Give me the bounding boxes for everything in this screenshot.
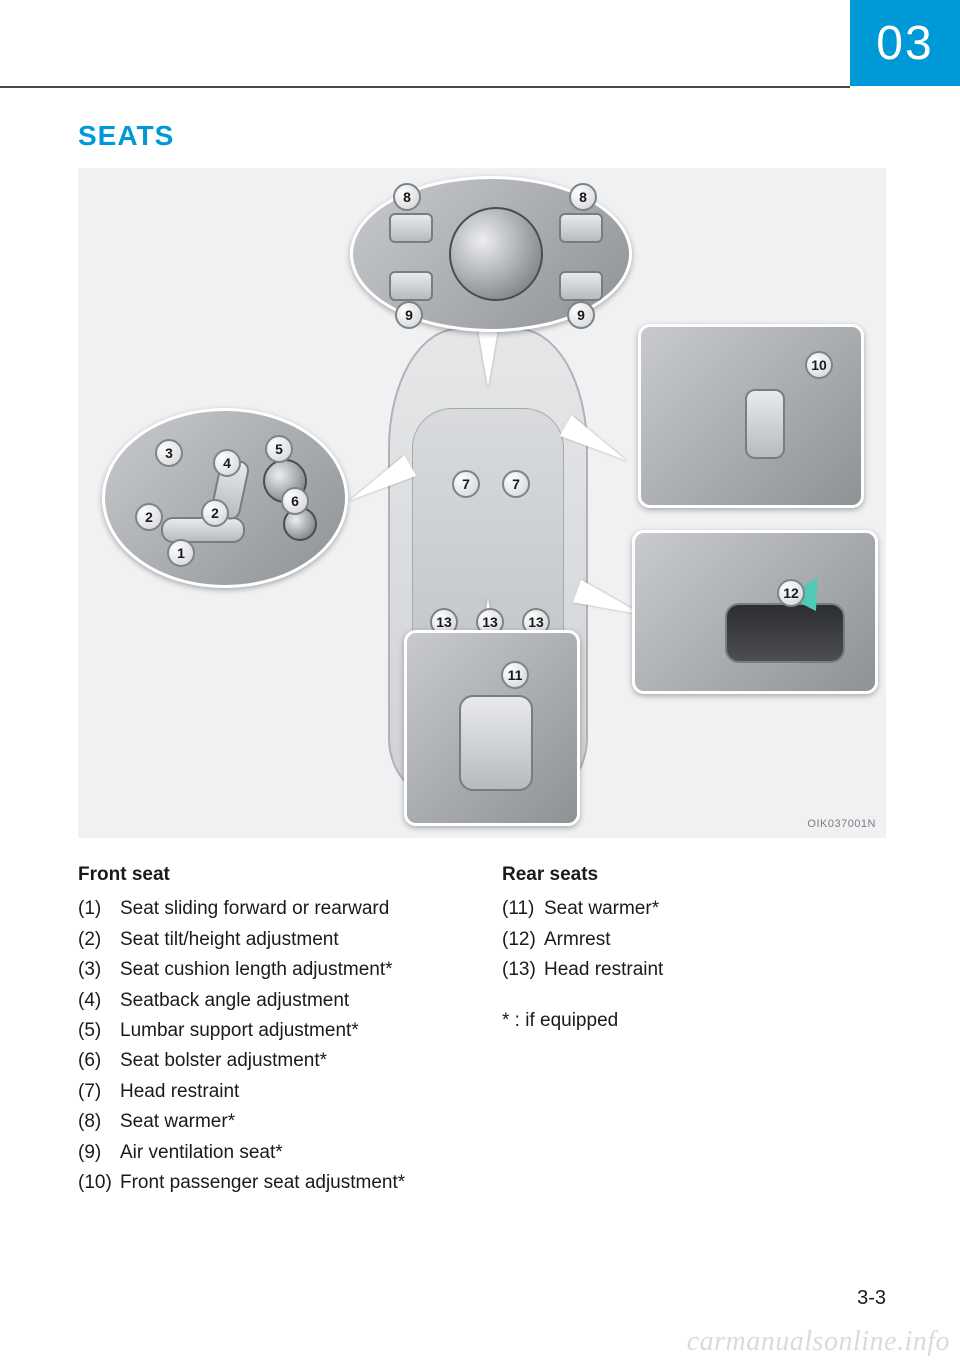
seat-vent-left — [389, 271, 433, 301]
section-title: SEATS — [78, 120, 886, 152]
item-text: Seat bolster adjustment* — [120, 1046, 327, 1076]
callout-5: 5 — [265, 435, 293, 463]
callout-8-left: 8 — [393, 183, 421, 211]
callout-11: 11 — [501, 661, 529, 689]
armrest-cupholder — [725, 603, 845, 663]
figure-code: OIK037001N — [807, 818, 876, 830]
callout-12: 12 — [777, 579, 805, 607]
inset-rear-console: 11 — [404, 630, 580, 826]
callout-10: 10 — [805, 351, 833, 379]
item-text: Armrest — [544, 925, 611, 955]
watermark: carmanualsonline.info — [687, 1326, 950, 1358]
inset-armrest: 12 — [632, 530, 878, 694]
callout-8-right: 8 — [569, 183, 597, 211]
list-item: (13)Head restraint — [502, 955, 886, 985]
item-text: Seat sliding forward or rearward — [120, 894, 389, 924]
list-item: (8)Seat warmer* — [78, 1107, 462, 1137]
item-number: (6) — [78, 1046, 120, 1076]
callout-7-right: 7 — [502, 470, 530, 498]
rear-seat-heading: Rear seats — [502, 860, 886, 890]
item-text: Seat cushion length adjustment* — [120, 955, 393, 985]
list-item: (5)Lumbar support adjustment* — [78, 1016, 462, 1046]
item-number: (5) — [78, 1016, 120, 1046]
item-text: Lumbar support adjustment* — [120, 1016, 359, 1046]
item-text: Front passenger seat adjustment* — [120, 1168, 405, 1198]
item-number: (2) — [78, 925, 120, 955]
seat-vent-right — [559, 271, 603, 301]
callout-2b: 2 — [201, 499, 229, 527]
item-number: (8) — [78, 1107, 120, 1137]
callout-6: 6 — [281, 487, 309, 515]
list-item: (10)Front passenger seat adjustment* — [78, 1168, 462, 1198]
list-item: (1)Seat sliding forward or rearward — [78, 894, 462, 924]
item-number: (12) — [502, 925, 544, 955]
passenger-seat-switch — [745, 389, 785, 459]
front-seat-heading: Front seat — [78, 860, 462, 890]
callout-9-right: 9 — [567, 301, 595, 329]
inset-console: 8 8 9 9 — [350, 176, 632, 332]
item-number: (10) — [78, 1168, 120, 1198]
list-item: (12)Armrest — [502, 925, 886, 955]
footnote: * : if equipped — [502, 1006, 886, 1036]
page-content: SEATS 8 8 9 9 3 4 5 — [78, 120, 886, 1198]
item-number: (11) — [502, 894, 544, 924]
item-text: Seat warmer* — [120, 1107, 235, 1137]
callout-7-left: 7 — [452, 470, 480, 498]
hvac-dial — [449, 207, 543, 301]
list-item: (6)Seat bolster adjustment* — [78, 1046, 462, 1076]
seats-diagram: 8 8 9 9 3 4 5 2 2 1 6 7 7 13 13 13 — [78, 168, 886, 838]
front-seat-column: Front seat (1)Seat sliding forward or re… — [78, 860, 462, 1198]
callout-4: 4 — [213, 449, 241, 477]
item-text: Head restraint — [120, 1077, 239, 1107]
item-text: Air ventilation seat* — [120, 1138, 283, 1168]
callout-1: 1 — [167, 539, 195, 567]
rear-warmer-switch — [459, 695, 533, 791]
list-item: (11)Seat warmer* — [502, 894, 886, 924]
list-item: (4)Seatback angle adjustment — [78, 986, 462, 1016]
item-number: (9) — [78, 1138, 120, 1168]
callout-2a: 2 — [135, 503, 163, 531]
list-item: (3)Seat cushion length adjustment* — [78, 955, 462, 985]
item-number: (3) — [78, 955, 120, 985]
chapter-tab: 03 — [850, 0, 960, 86]
item-number: (4) — [78, 986, 120, 1016]
inset-seat-controls: 3 4 5 2 2 1 6 — [102, 408, 348, 588]
item-number: (1) — [78, 894, 120, 924]
inset-door-switch: 10 — [638, 324, 864, 508]
callout-3: 3 — [155, 439, 183, 467]
item-number: (7) — [78, 1077, 120, 1107]
callout-9-left: 9 — [395, 301, 423, 329]
list-item: (9)Air ventilation seat* — [78, 1138, 462, 1168]
item-text: Head restraint — [544, 955, 663, 985]
rear-seat-column: Rear seats (11)Seat warmer* (12)Armrest … — [502, 860, 886, 1198]
legend-columns: Front seat (1)Seat sliding forward or re… — [78, 860, 886, 1198]
page-number: 3-3 — [857, 1287, 886, 1310]
item-text: Seat warmer* — [544, 894, 659, 924]
header-rule — [0, 86, 850, 88]
item-text: Seatback angle adjustment — [120, 986, 349, 1016]
seat-heat-left — [389, 213, 433, 243]
list-item: (2)Seat tilt/height adjustment — [78, 925, 462, 955]
list-item: (7)Head restraint — [78, 1077, 462, 1107]
seat-heat-right — [559, 213, 603, 243]
item-text: Seat tilt/height adjustment — [120, 925, 339, 955]
item-number: (13) — [502, 955, 544, 985]
